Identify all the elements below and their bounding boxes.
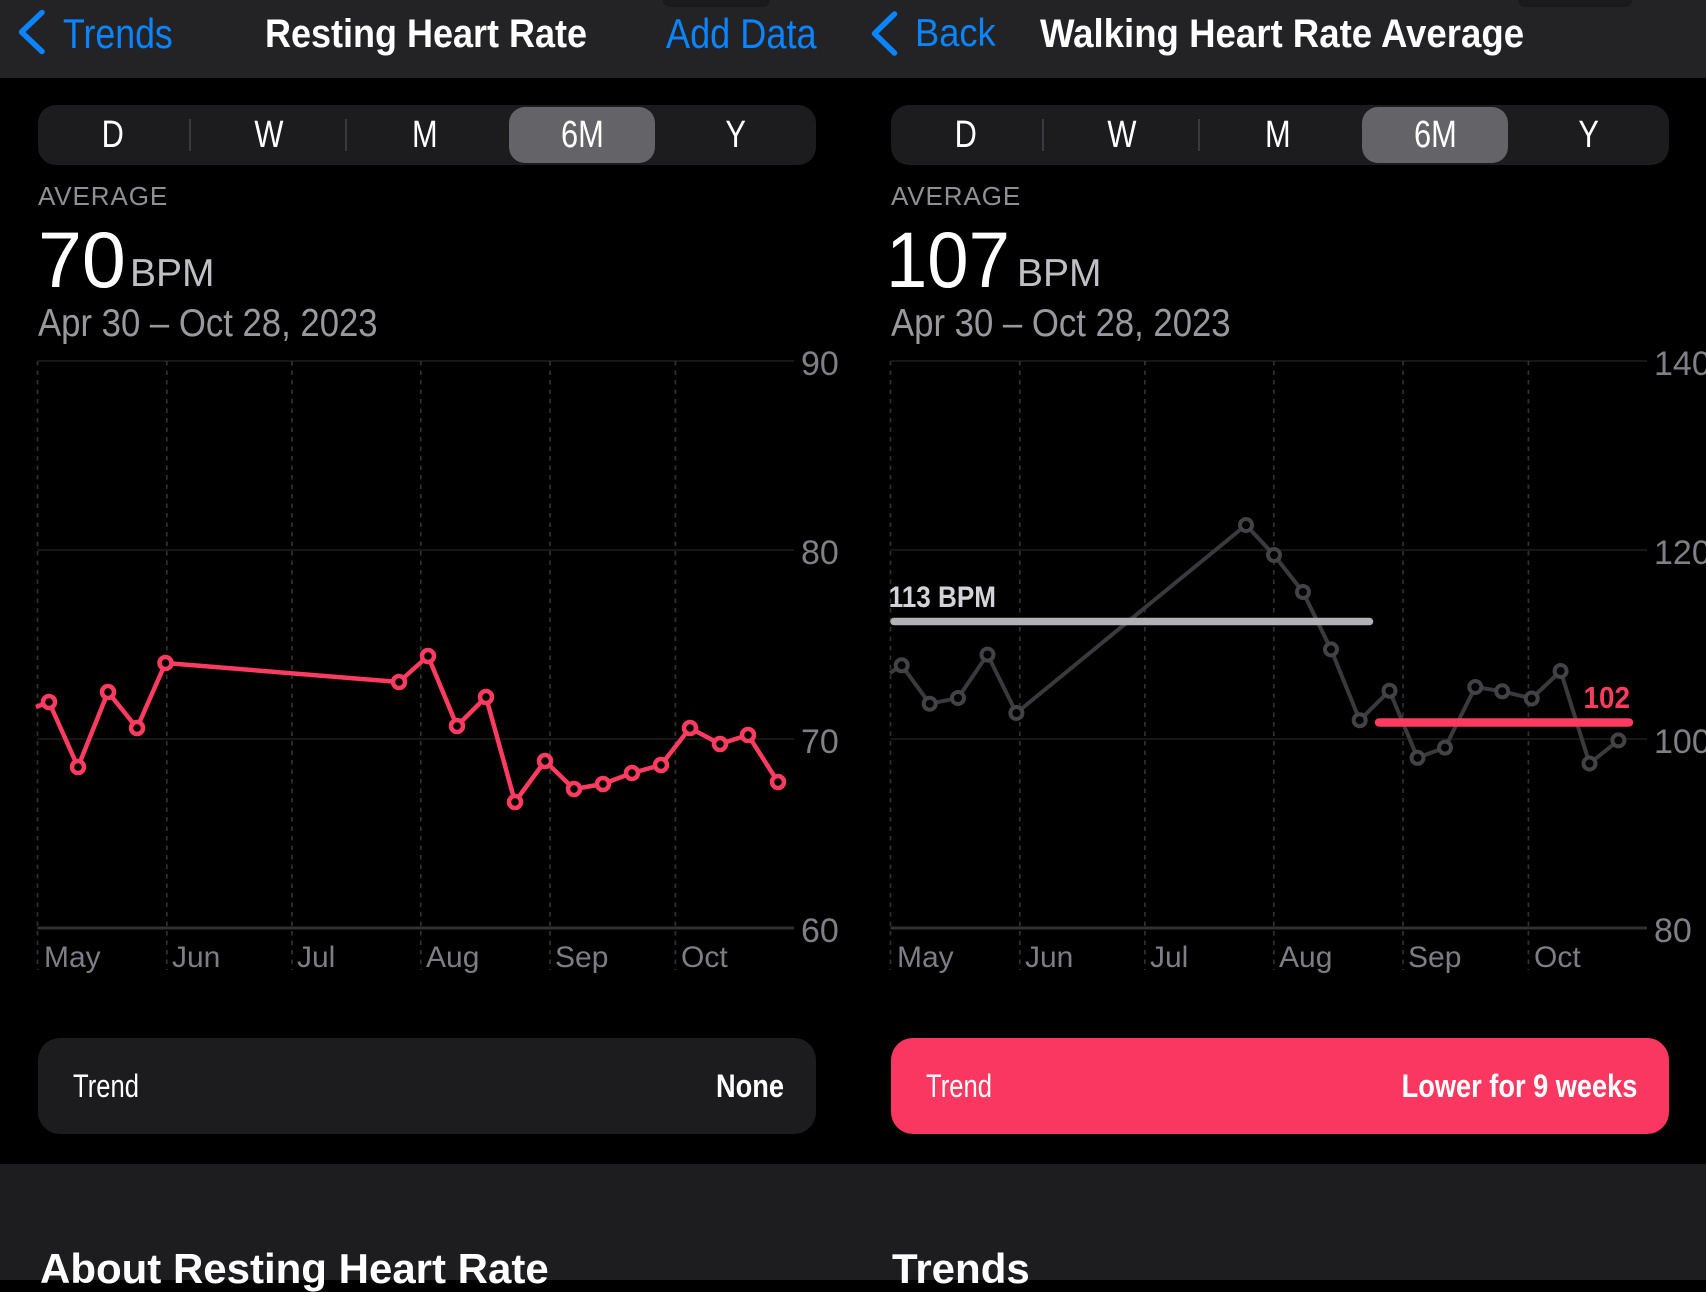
- svg-text:70: 70: [801, 723, 839, 761]
- svg-text:Jul: Jul: [297, 941, 335, 974]
- svg-text:100: 100: [1654, 723, 1706, 761]
- svg-text:Sep: Sep: [555, 941, 608, 974]
- svg-text:80: 80: [1654, 912, 1692, 950]
- svg-text:Sep: Sep: [1408, 941, 1461, 974]
- svg-text:Aug: Aug: [1279, 941, 1332, 974]
- svg-text:140: 140: [1654, 345, 1706, 383]
- svg-text:Jun: Jun: [1025, 941, 1073, 974]
- svg-text:80: 80: [801, 534, 839, 572]
- svg-text:90: 90: [801, 345, 839, 383]
- svg-text:60: 60: [801, 912, 839, 950]
- svg-text:120: 120: [1654, 534, 1706, 572]
- svg-text:Jul: Jul: [1150, 941, 1188, 974]
- svg-text:Oct: Oct: [1534, 941, 1581, 974]
- svg-text:May: May: [897, 941, 954, 974]
- svg-text:102: 102: [1583, 681, 1630, 716]
- svg-text:113 BPM: 113 BPM: [889, 580, 996, 613]
- svg-text:Aug: Aug: [426, 941, 479, 974]
- svg-text:Oct: Oct: [681, 941, 728, 974]
- svg-text:Jun: Jun: [172, 941, 220, 974]
- svg-text:May: May: [44, 941, 101, 974]
